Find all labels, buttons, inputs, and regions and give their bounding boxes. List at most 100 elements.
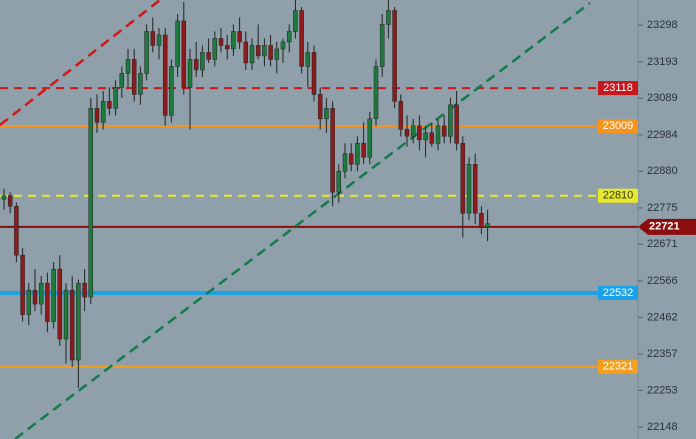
candle-body: [262, 45, 267, 57]
candle-body: [76, 282, 81, 361]
level-label: 23009: [603, 120, 634, 132]
candle-body: [280, 41, 286, 50]
candle-body: [193, 59, 199, 71]
candle-body: [286, 31, 292, 43]
candle-body: [119, 73, 125, 88]
candle-body: [162, 34, 168, 116]
y-tick-label: 22462: [647, 311, 678, 323]
candle-body: [429, 132, 435, 144]
candle-body: [336, 171, 342, 193]
candle-body: [138, 73, 143, 95]
candle-body: [26, 289, 32, 315]
candle-body: [342, 153, 348, 172]
candle-body: [206, 52, 211, 60]
candle-body: [324, 108, 329, 120]
candle-body: [435, 125, 441, 144]
candle-body: [472, 164, 478, 214]
price-tag: [638, 218, 696, 235]
candle-body: [144, 31, 149, 74]
candle-body: [169, 66, 174, 116]
candle-body: [466, 164, 472, 214]
candle-body: [386, 10, 391, 25]
level-label: 23118: [603, 82, 633, 94]
trend-line: [14, 2, 591, 439]
level-tag: [598, 359, 638, 374]
level-tag: [598, 81, 638, 96]
candle-body: [255, 45, 261, 57]
candle-body: [63, 289, 69, 340]
candle-body: [181, 20, 187, 88]
candle-body: [20, 254, 25, 315]
candle-body: [404, 129, 410, 137]
candle-body: [243, 41, 249, 64]
y-tick-label: 22253: [647, 384, 678, 396]
candle-body: [82, 282, 87, 298]
y-tick-label: 22357: [647, 348, 678, 360]
y-tick-label: 22566: [647, 275, 678, 287]
candle-body: [218, 38, 224, 46]
candle-body: [268, 45, 273, 60]
candle-body: [107, 101, 112, 109]
trend-line: [0, 0, 161, 126]
candle-body: [355, 143, 360, 165]
candle-body: [224, 45, 230, 50]
candle-body: [479, 212, 484, 228]
candle-body: [7, 195, 13, 207]
candle-body: [299, 10, 304, 67]
y-tick-label: 22775: [647, 202, 678, 214]
candle-body: [293, 10, 298, 32]
candle-body: [212, 38, 218, 60]
y-tick-label: 22984: [647, 129, 678, 141]
candle-body: [423, 132, 428, 141]
price-label: 22721: [649, 221, 680, 233]
candle-body: [131, 59, 137, 95]
candle-body: [367, 118, 373, 158]
candle-body: [441, 125, 447, 137]
y-tick-label: 22880: [647, 165, 678, 177]
level-label: 22532: [603, 287, 634, 299]
candle-body: [448, 104, 453, 137]
candle-body: [156, 34, 162, 46]
candle-body: [1, 195, 7, 200]
candle-body: [361, 143, 366, 158]
candle-body: [100, 101, 106, 123]
candle-body: [379, 24, 385, 67]
y-tick-label: 22148: [647, 421, 678, 433]
level-label: 22321: [603, 361, 634, 373]
candle-body: [94, 108, 100, 123]
candle-body: [317, 94, 323, 120]
candle-body: [125, 59, 131, 74]
candle-body: [51, 268, 56, 322]
candle-body: [454, 104, 459, 144]
candle-body: [38, 282, 44, 305]
candle-body: [417, 125, 422, 141]
candle-body: [88, 108, 94, 298]
candle-body: [348, 153, 354, 165]
candle-body: [330, 108, 335, 193]
candle-body: [249, 45, 255, 64]
level-tag: [598, 119, 638, 134]
candle-body: [14, 205, 19, 256]
candle-body: [311, 52, 317, 95]
level-tag: [598, 285, 638, 300]
candle-body: [274, 48, 280, 60]
candle-body: [392, 10, 397, 102]
candle-body: [57, 268, 63, 340]
candle-body: [373, 66, 379, 120]
candle-body: [32, 289, 38, 305]
y-tick-label: 23193: [647, 56, 678, 68]
candle-body: [113, 87, 118, 109]
candle-body: [410, 125, 416, 137]
candle-body: [237, 31, 242, 43]
candle-body: [187, 59, 193, 88]
candle-body: [69, 289, 75, 361]
candle-body: [305, 52, 311, 67]
y-tick-label: 22671: [647, 238, 678, 250]
candle-body: [398, 101, 404, 130]
candle-body: [485, 223, 490, 228]
level-tag: [598, 188, 638, 203]
y-tick-label: 23089: [647, 92, 678, 104]
level-label: 22810: [603, 190, 634, 202]
